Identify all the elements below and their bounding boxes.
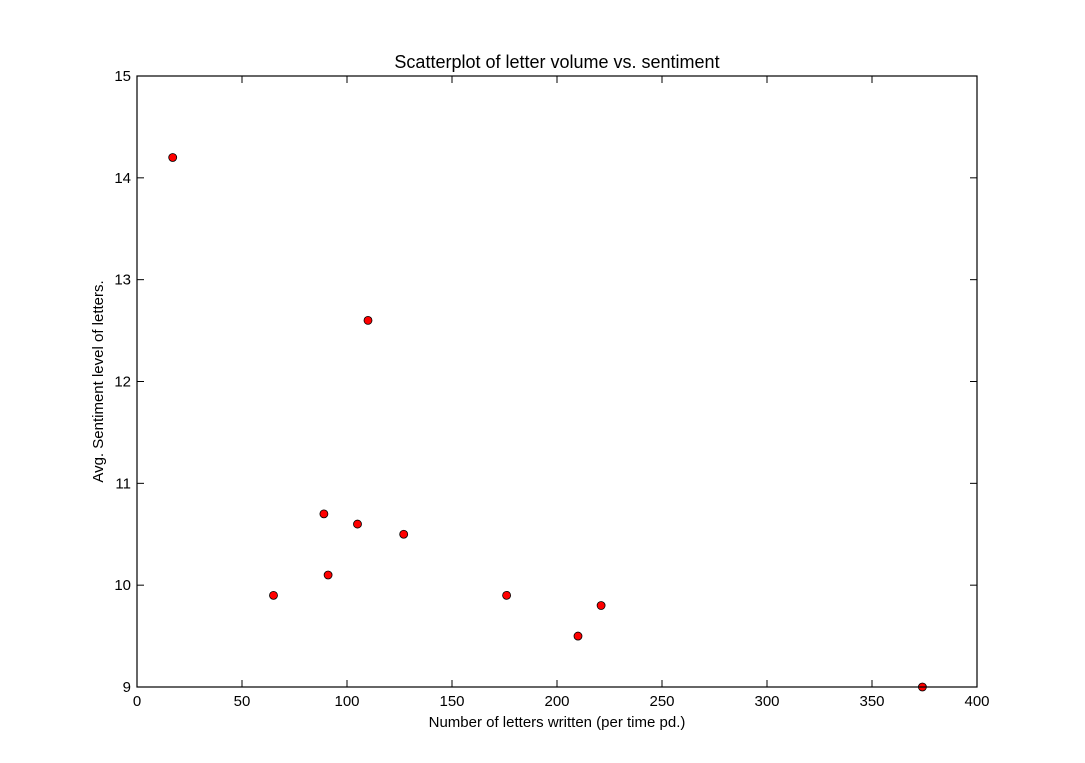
data-point: [573, 631, 583, 641]
plot-frame: [136, 75, 978, 688]
y-tick-label: 9: [123, 679, 131, 696]
y-axis-label: Avg. Sentiment level of letters.: [90, 280, 107, 482]
data-point: [363, 315, 373, 325]
data-point: [269, 590, 278, 600]
y-tick-label: 12: [114, 374, 131, 391]
data-point: [168, 153, 178, 162]
y-tick-label: 11: [115, 475, 131, 492]
x-tick-label: 150: [439, 693, 464, 710]
data-point: [319, 509, 329, 519]
data-point: [399, 529, 409, 539]
x-tick-label: 200: [544, 693, 569, 710]
x-tick-label: 250: [649, 693, 674, 710]
x-tick-label: 50: [234, 693, 251, 710]
x-tick-label: 350: [859, 693, 884, 710]
x-tick-label: 100: [334, 693, 359, 710]
data-point: [502, 590, 512, 600]
y-tick-label: 13: [114, 272, 131, 289]
chart-title: Scatterplot of letter volume vs. sentime…: [394, 52, 719, 72]
x-axis-label: Number of letters written (per time pd.): [429, 714, 686, 731]
ticks-layer: 0 50 100 150 200 250 300 350 400 9 10 11 12 13 14 15: [114, 68, 989, 710]
x-tick-label: 0: [133, 693, 141, 710]
y-tick-label: 10: [114, 577, 131, 594]
data-point: [596, 601, 606, 610]
data-point: [353, 519, 362, 529]
x-tick-label: 300: [754, 693, 779, 710]
points-layer: [168, 153, 927, 692]
y-tick-label: 14: [114, 170, 131, 187]
x-tick-label: 400: [964, 693, 989, 710]
y-tick-label: 15: [114, 68, 131, 85]
data-point: [323, 570, 333, 580]
